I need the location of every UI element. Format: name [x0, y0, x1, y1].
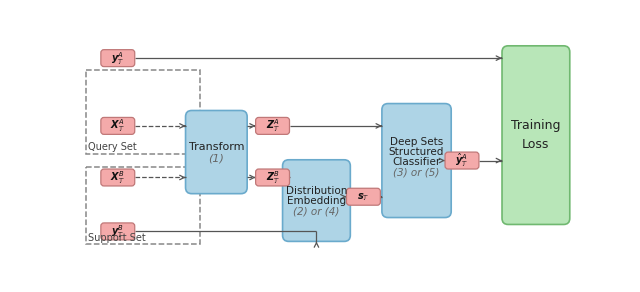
Text: Support Set: Support Set	[88, 233, 145, 243]
FancyBboxPatch shape	[101, 117, 135, 134]
FancyBboxPatch shape	[255, 117, 289, 134]
Text: $\boldsymbol{s}_{\mathbb{T}}$: $\boldsymbol{s}_{\mathbb{T}}$	[357, 191, 370, 203]
Text: Deep Sets: Deep Sets	[390, 137, 443, 147]
Text: Distribution: Distribution	[286, 186, 347, 196]
FancyBboxPatch shape	[255, 169, 289, 186]
FancyBboxPatch shape	[445, 152, 479, 169]
Bar	[86, 168, 200, 244]
FancyBboxPatch shape	[101, 223, 135, 240]
FancyBboxPatch shape	[382, 104, 451, 218]
Text: $\boldsymbol{X}_{\mathbb{T}}^{B}$: $\boldsymbol{X}_{\mathbb{T}}^{B}$	[111, 169, 125, 186]
FancyBboxPatch shape	[346, 188, 380, 205]
Text: (2) or (4): (2) or (4)	[293, 206, 340, 216]
Bar	[86, 70, 200, 154]
Text: Embedding: Embedding	[287, 196, 346, 206]
Text: $\boldsymbol{Z}_{\mathbb{T}}^{A}$: $\boldsymbol{Z}_{\mathbb{T}}^{A}$	[266, 117, 280, 134]
Text: $\boldsymbol{X}_{\mathbb{T}}^{A}$: $\boldsymbol{X}_{\mathbb{T}}^{A}$	[111, 117, 125, 134]
Text: Transform: Transform	[189, 142, 244, 152]
Text: (1): (1)	[209, 153, 224, 163]
Text: Classifier: Classifier	[392, 157, 441, 167]
FancyBboxPatch shape	[283, 160, 350, 241]
Text: (3) or (5): (3) or (5)	[394, 167, 440, 177]
Text: Structured: Structured	[389, 147, 444, 157]
FancyBboxPatch shape	[101, 169, 135, 186]
Text: $\boldsymbol{y}_{\mathbb{T}}^{A}$: $\boldsymbol{y}_{\mathbb{T}}^{A}$	[111, 50, 124, 67]
Text: Query Set: Query Set	[88, 142, 136, 152]
Text: Training
Loss: Training Loss	[511, 119, 561, 151]
FancyBboxPatch shape	[502, 46, 570, 225]
FancyBboxPatch shape	[101, 50, 135, 67]
FancyBboxPatch shape	[186, 110, 247, 194]
Text: $\boldsymbol{y}_{\mathbb{T}}^{B}$: $\boldsymbol{y}_{\mathbb{T}}^{B}$	[111, 223, 124, 240]
Text: $\hat{\boldsymbol{y}}_{\mathbb{T}}^{A}$: $\hat{\boldsymbol{y}}_{\mathbb{T}}^{A}$	[456, 152, 468, 169]
Text: $\boldsymbol{Z}_{\mathbb{T}}^{B}$: $\boldsymbol{Z}_{\mathbb{T}}^{B}$	[266, 169, 280, 186]
